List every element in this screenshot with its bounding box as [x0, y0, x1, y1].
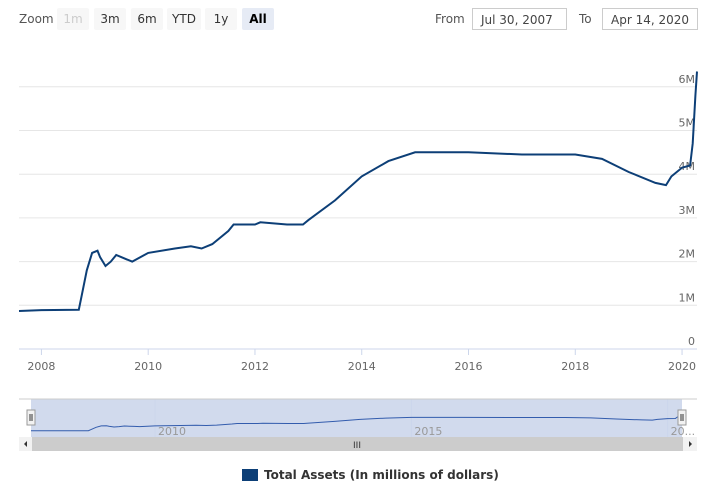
navigator-line	[30, 410, 683, 432]
zoom-label: Zoom	[19, 12, 54, 26]
legend-label: Total Assets (In millions of dollars)	[264, 468, 499, 482]
scrollbar-thumb[interactable]	[32, 437, 683, 451]
zoom-1m-button[interactable]: 1m	[57, 8, 89, 30]
zoom-6m-button[interactable]: 6m	[131, 8, 163, 30]
y-tick-label: 1M	[679, 291, 696, 304]
zoom-all-button[interactable]: All	[242, 8, 274, 30]
from-label: From	[435, 12, 465, 26]
y-tick-label: 0	[688, 335, 695, 348]
zoom-3m-button[interactable]: 3m	[94, 8, 126, 30]
x-tick-label: 2010	[134, 360, 162, 373]
scroll-left-arrow-icon[interactable]	[24, 441, 27, 447]
legend-item[interactable]: Total Assets (In millions of dollars)	[242, 468, 499, 482]
zoom-ytd-button[interactable]: YTD	[167, 8, 201, 30]
x-tick-label: 2012	[241, 360, 269, 373]
y-tick-label: 3M	[679, 204, 696, 217]
navigator-handle[interactable]	[677, 409, 687, 426]
x-tick-label: 2016	[455, 360, 483, 373]
series-line	[18, 71, 698, 312]
navigator-tick-label: 2015	[414, 425, 442, 438]
y-tick-label: 6M	[679, 73, 696, 86]
x-tick-label: 2008	[27, 360, 55, 373]
to-label: To	[579, 12, 592, 26]
x-tick-label: 2020	[668, 360, 696, 373]
scrollbar-grip-icon: III	[353, 441, 361, 451]
zoom-1y-button[interactable]: 1y	[205, 8, 237, 30]
navigator-tick-label: 2010	[158, 425, 186, 438]
from-date-input[interactable]: Jul 30, 2007	[472, 8, 567, 30]
y-tick-label: 5M	[679, 117, 696, 130]
y-tick-label: 2M	[679, 248, 696, 261]
legend-swatch	[242, 469, 258, 481]
scroll-right-arrow-icon[interactable]	[689, 441, 692, 447]
navigator-tick-label: 20...	[671, 425, 696, 438]
to-date-input[interactable]: Apr 14, 2020	[602, 8, 698, 30]
navigator-handle[interactable]	[26, 409, 36, 426]
x-tick-label: 2014	[348, 360, 376, 373]
x-tick-label: 2018	[561, 360, 589, 373]
